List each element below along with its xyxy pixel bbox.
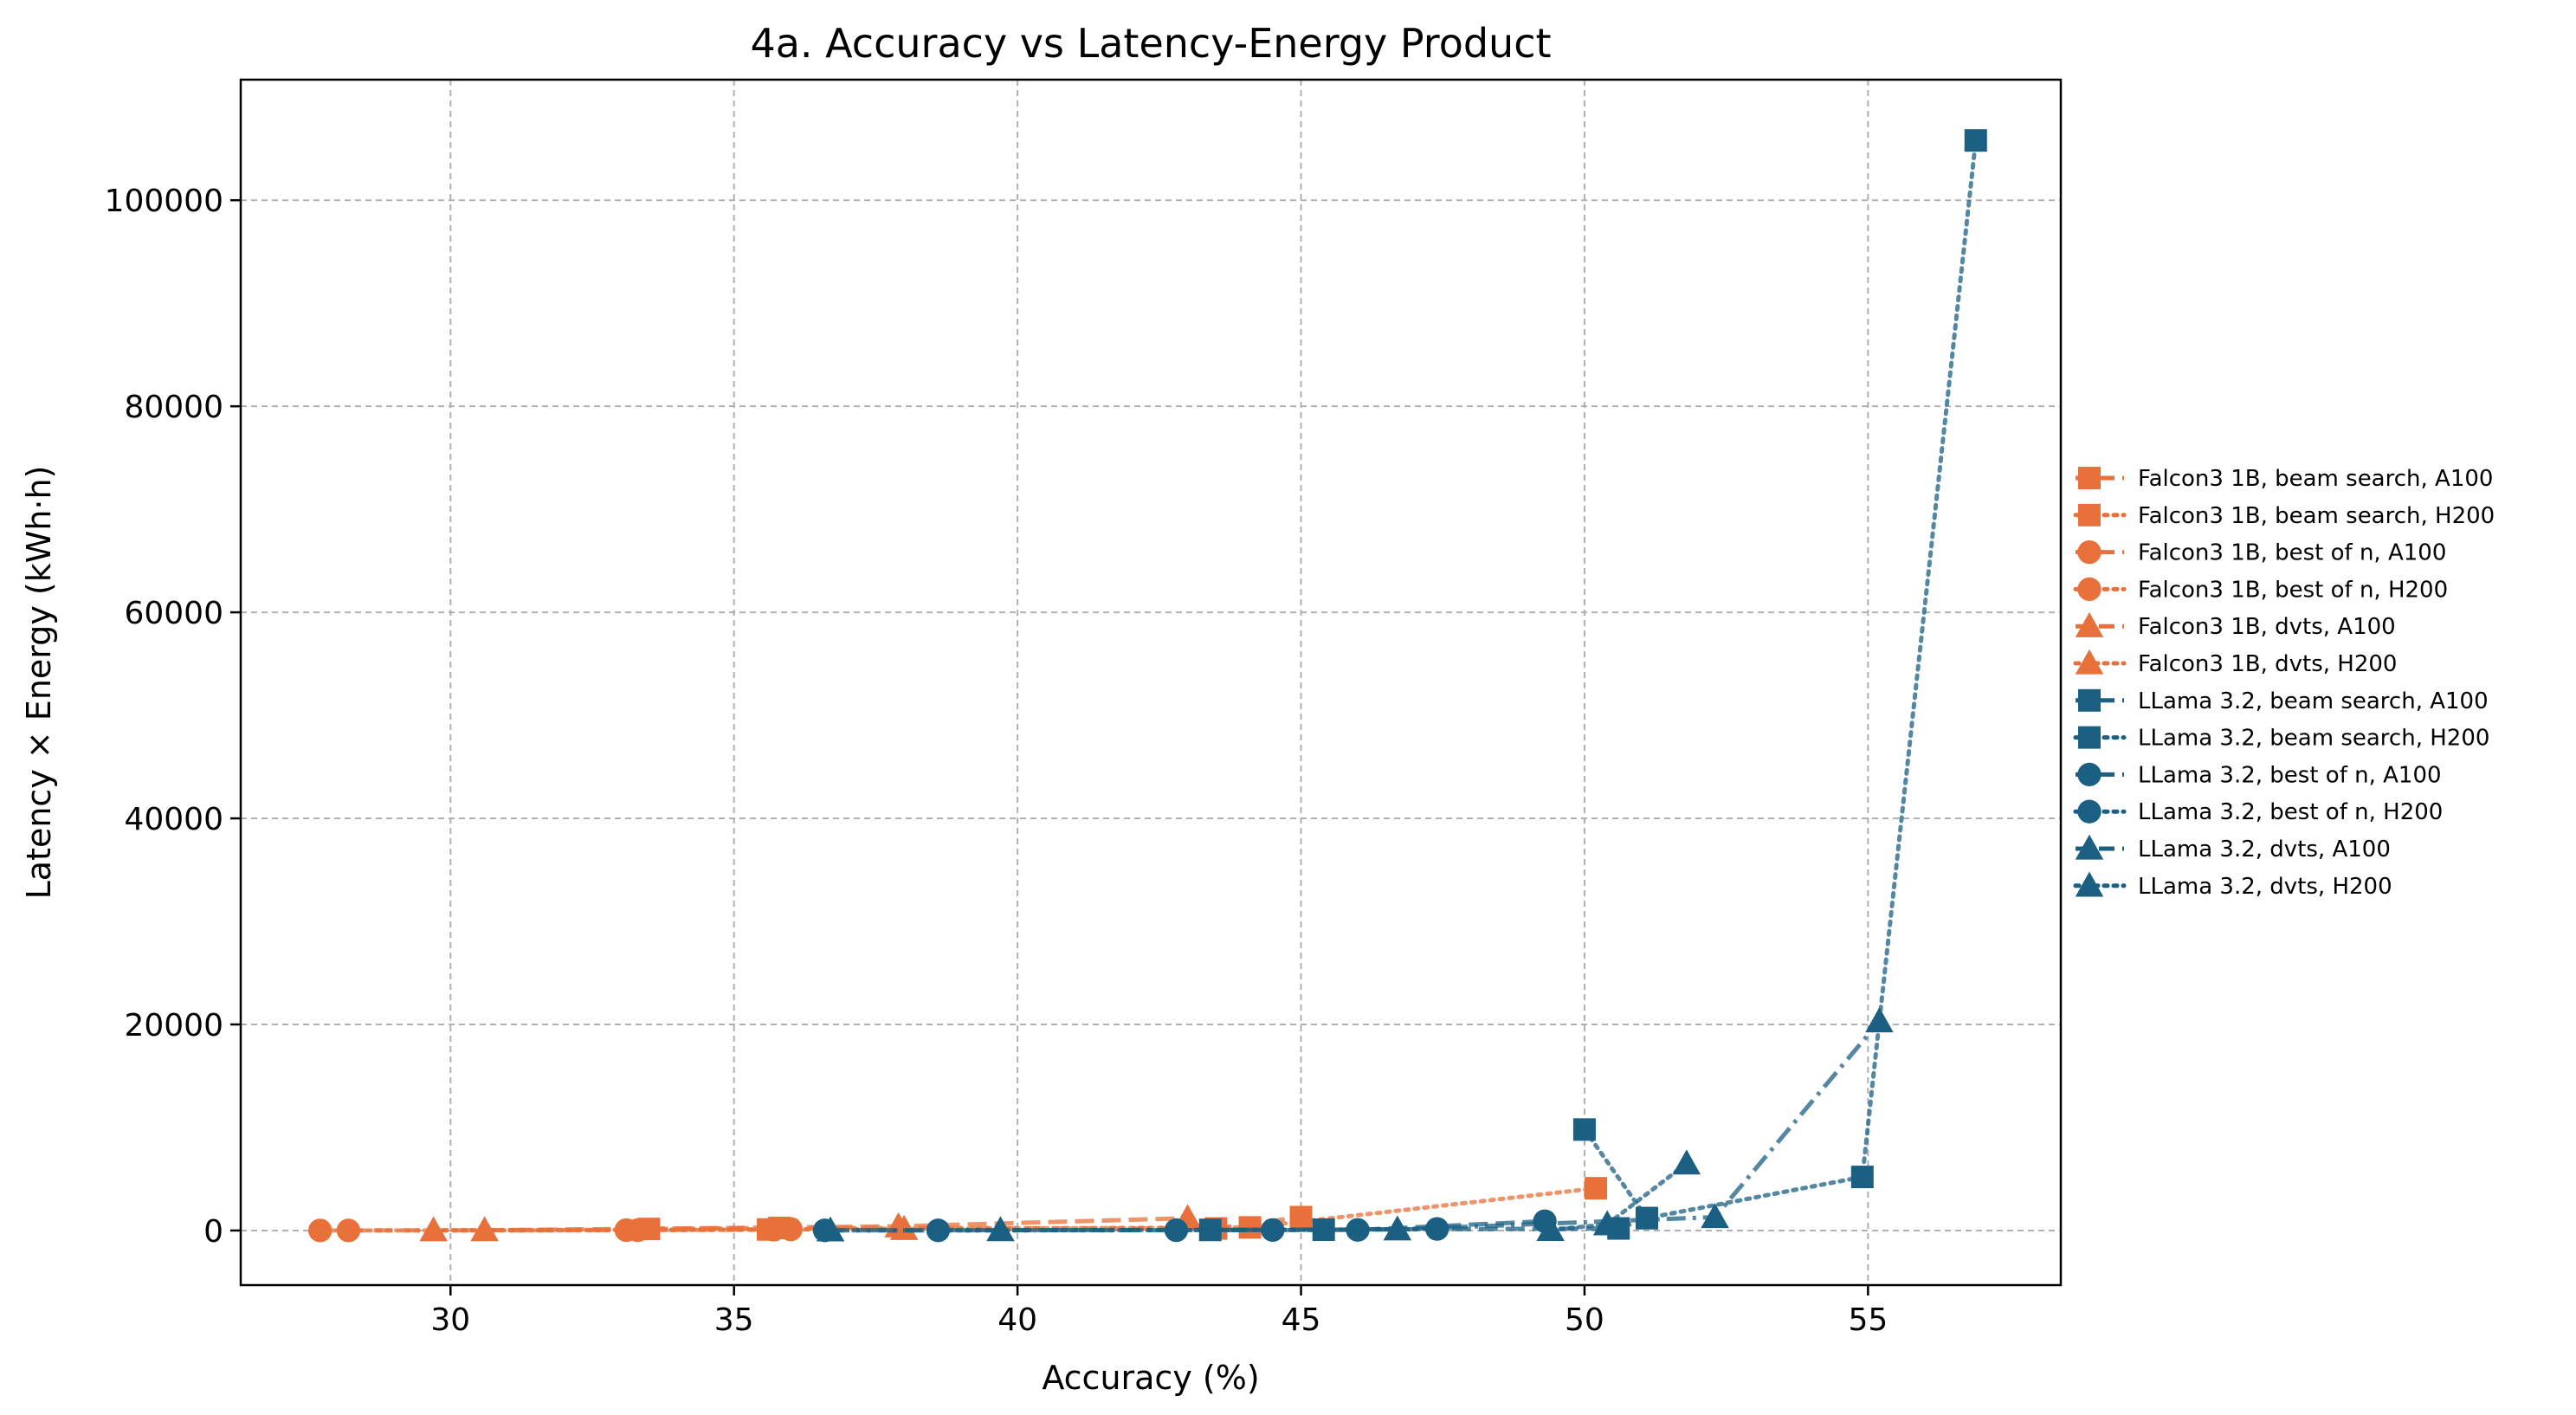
- series-line: [1582, 138, 1979, 1221]
- data-point: [1672, 1149, 1701, 1175]
- y-tick-label: 60000: [124, 596, 223, 631]
- x-tick-label: 40: [997, 1302, 1037, 1338]
- x-axis-label: Accuracy (%): [1042, 1359, 1259, 1397]
- legend-label: LLama 3.2, beam search, A100: [2138, 688, 2489, 714]
- data-point: [419, 1216, 448, 1242]
- legend-marker: [2077, 540, 2101, 565]
- legend-entry: Falcon3 1B, beam search, A100: [2076, 466, 2493, 492]
- legend-label: LLama 3.2, best of n, H200: [2138, 799, 2443, 825]
- legend-entry: LLama 3.2, dvts, A100: [2075, 834, 2391, 863]
- legend-marker: [2078, 688, 2101, 712]
- data-point: [1850, 1166, 1874, 1189]
- data-point: [761, 1218, 786, 1242]
- data-point: [336, 1218, 361, 1243]
- legend-label: LLama 3.2, beam search, H200: [2138, 726, 2489, 752]
- data-point: [1572, 1118, 1596, 1141]
- series-layer: [308, 129, 1987, 1243]
- data-point: [1289, 1205, 1313, 1229]
- legend-label: LLama 3.2, best of n, A100: [2138, 762, 2442, 788]
- data-point: [1585, 1177, 1608, 1200]
- legend-entry: Falcon3 1B, dvts, A100: [2075, 611, 2396, 640]
- legend-marker: [2078, 503, 2101, 527]
- data-point: [816, 1216, 845, 1242]
- x-tick-label: 30: [430, 1302, 470, 1338]
- legend-label: Falcon3 1B, beam search, H200: [2138, 503, 2495, 529]
- legend-entry: LLama 3.2, best of n, H200: [2073, 799, 2443, 825]
- x-tick-label: 35: [714, 1302, 754, 1338]
- legend-marker: [2078, 467, 2101, 489]
- legend-marker: [2075, 649, 2104, 675]
- series-line: [830, 1019, 1882, 1233]
- x-tick-label: 45: [1282, 1302, 1321, 1338]
- series-10: [816, 1007, 1894, 1242]
- legend-entry: Falcon3 1B, dvts, H200: [2073, 649, 2397, 677]
- data-point: [1425, 1217, 1449, 1241]
- data-point: [1592, 1210, 1622, 1236]
- data-point: [926, 1218, 951, 1243]
- legend-marker: [2077, 762, 2101, 787]
- legend-entry: Falcon3 1B, beam search, H200: [2073, 503, 2495, 529]
- legend-label: Falcon3 1B, dvts, A100: [2138, 614, 2396, 640]
- legend-label: LLama 3.2, dvts, H200: [2138, 874, 2392, 900]
- legend-label: Falcon3 1B, best of n, A100: [2138, 540, 2446, 566]
- legend-entry: LLama 3.2, beam search, H200: [2073, 726, 2489, 752]
- legend-label: Falcon3 1B, beam search, A100: [2138, 466, 2493, 492]
- legend-entry: Falcon3 1B, best of n, H200: [2073, 577, 2448, 603]
- legend-marker: [2078, 726, 2101, 749]
- series-11: [1536, 1149, 1701, 1242]
- y-tick-label: 100000: [105, 184, 223, 219]
- legend-entry: LLama 3.2, best of n, A100: [2076, 762, 2442, 788]
- legend-marker: [2075, 611, 2104, 637]
- legend-marker: [2077, 799, 2101, 824]
- data-point: [1383, 1215, 1412, 1241]
- legend-entry: Falcon3 1B, best of n, A100: [2076, 540, 2446, 566]
- data-point: [1238, 1216, 1262, 1239]
- legend-marker: [2075, 871, 2104, 897]
- grid: [241, 80, 2061, 1285]
- data-point: [1701, 1203, 1729, 1229]
- data-point: [308, 1218, 332, 1243]
- y-tick-label: 40000: [124, 802, 223, 837]
- x-tick-label: 55: [1848, 1302, 1888, 1338]
- y-tick-label: 20000: [124, 1008, 223, 1043]
- y-tick-label: 0: [203, 1214, 223, 1250]
- data-point: [1865, 1007, 1894, 1033]
- legend-label: Falcon3 1B, best of n, H200: [2138, 577, 2448, 603]
- legend-entry: LLama 3.2, dvts, H200: [2073, 871, 2392, 900]
- plot-frame: [239, 78, 2063, 1287]
- series-7: [1572, 129, 1987, 1230]
- axis-ticks: 30 35 40 45 50 55 0 20000 40000 60000 80000 100000: [105, 184, 1888, 1338]
- data-point: [889, 1214, 919, 1240]
- y-axis-label: Latency × Energy (kWh·h): [20, 466, 58, 900]
- legend-label: LLama 3.2, dvts, A100: [2138, 837, 2391, 863]
- legend-entry: LLama 3.2, beam search, A100: [2076, 688, 2489, 714]
- y-tick-label: 80000: [124, 390, 223, 425]
- legend: Falcon3 1B, beam search, A100 Falcon3 1B,…: [2073, 466, 2495, 900]
- data-point: [986, 1216, 1015, 1242]
- data-point: [1964, 129, 1987, 152]
- legend-marker: [2077, 577, 2101, 602]
- chart-title: 4a. Accuracy vs Latency-Energy Product: [750, 20, 1551, 67]
- legend-label: Falcon3 1B, dvts, H200: [2138, 651, 2397, 677]
- x-tick-label: 50: [1565, 1302, 1604, 1338]
- legend-marker: [2075, 834, 2104, 860]
- data-point: [1536, 1216, 1565, 1242]
